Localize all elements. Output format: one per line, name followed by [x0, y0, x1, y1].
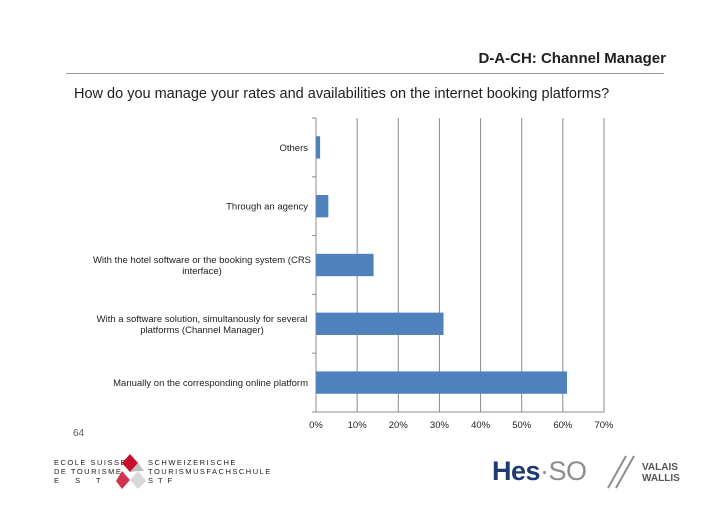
est-logo-line2: DE TOURISME: [54, 467, 123, 476]
est-logo-line3: E S T: [54, 476, 108, 485]
x-tick-label-2: 20%: [389, 420, 409, 431]
bar-3: [316, 312, 444, 335]
x-tick-label-5: 50%: [512, 420, 532, 431]
category-label-0-0: Others: [279, 143, 308, 154]
x-tick-label-7: 70%: [594, 420, 614, 431]
page-number: 64: [73, 428, 85, 439]
x-tick-label-3: 30%: [430, 420, 450, 431]
category-label-3-0: With a software solution, simultanously …: [97, 314, 308, 325]
est-logo: ECOLE SUISSE DE TOURISME E S T: [54, 458, 127, 485]
x-tick-label-6: 60%: [553, 420, 573, 431]
x-tick-label-4: 40%: [471, 420, 491, 431]
hes-slash-icon: [607, 455, 635, 489]
stf-logo-line1: SCHWEIZERISCHE: [148, 458, 237, 467]
category-label-2-1: interface): [182, 266, 222, 277]
slide-title: D-A-CH: Channel Manager: [478, 50, 666, 67]
swiss-tourism-emblem-icon: [116, 454, 146, 489]
hes-logo-so: SO: [548, 456, 588, 486]
bar-0: [316, 136, 321, 159]
valais-text: VALAIS: [642, 462, 678, 473]
bar-4: [316, 371, 567, 394]
bar-2: [316, 253, 374, 277]
bar-1: [316, 195, 329, 218]
est-logo-line1: ECOLE SUISSE: [54, 458, 128, 467]
x-tick-label-1: 10%: [348, 420, 368, 431]
bar-chart: Others Through an agency With the hotel so…: [93, 117, 614, 431]
stf-logo: SCHWEIZERISCHE TOURISMUSFACHSCHULE S T F: [148, 458, 272, 485]
stf-logo-line3: S T F: [148, 476, 174, 485]
hes-logo-text: Hes: [492, 456, 541, 486]
category-label-4-0: Manually on the corresponding online pla…: [113, 378, 308, 389]
wallis-text: WALLIS: [642, 473, 680, 484]
hes-so-logo: Hes·SO: [492, 456, 587, 487]
header-divider: [66, 73, 664, 74]
category-label-1-0: Through an agency: [226, 202, 308, 213]
category-label-3-1: platforms (Channel Manager): [140, 325, 264, 336]
survey-question: How do you manage your rates and availab…: [74, 86, 610, 102]
hes-logo-dot: ·: [540, 456, 549, 486]
x-tick-label-0: 0%: [309, 420, 323, 431]
category-label-2-0: With the hotel software or the booking s…: [93, 255, 311, 266]
stf-logo-line2: TOURISMUSFACHSCHULE: [148, 467, 272, 476]
valais-wallis-logo: VALAIS WALLIS: [642, 462, 680, 484]
